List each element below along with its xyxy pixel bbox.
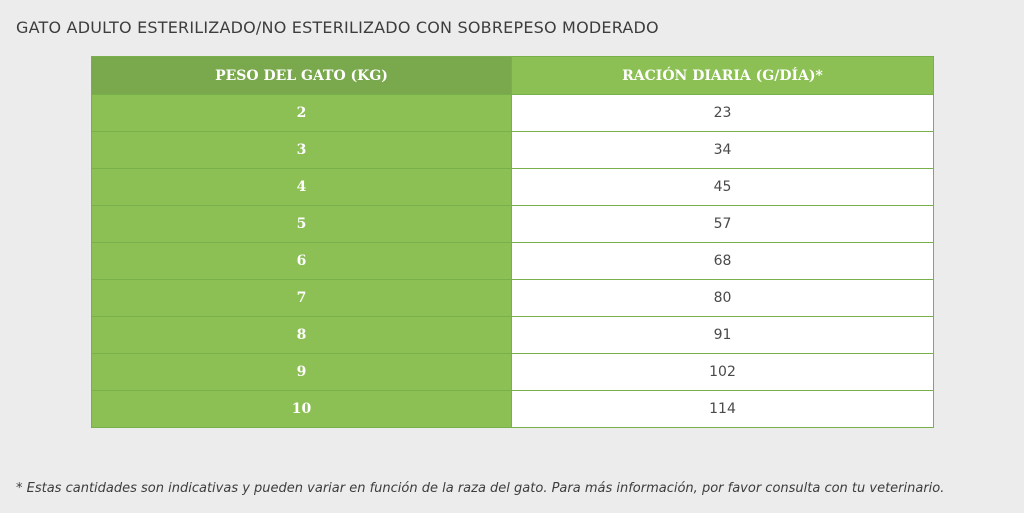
weight-cell: 4 bbox=[91, 168, 512, 206]
table-row: 6 68 bbox=[91, 242, 934, 280]
table-header-row: PESO DEL GATO (KG) RACIÓN DIARIA (G/DÍA)… bbox=[91, 56, 934, 95]
ration-cell: 91 bbox=[511, 316, 934, 354]
ration-cell: 68 bbox=[511, 242, 934, 280]
ration-cell: 34 bbox=[511, 131, 934, 169]
table-row: 3 34 bbox=[91, 131, 934, 169]
table-row: 9 102 bbox=[91, 353, 934, 391]
weight-cell: 5 bbox=[91, 205, 512, 243]
weight-cell: 8 bbox=[91, 316, 512, 354]
ration-cell: 102 bbox=[511, 353, 934, 391]
weight-cell: 3 bbox=[91, 131, 512, 169]
weight-cell: 7 bbox=[91, 279, 512, 317]
weight-cell: 6 bbox=[91, 242, 512, 280]
table-row: 4 45 bbox=[91, 168, 934, 206]
table-row: 10 114 bbox=[91, 390, 934, 428]
ration-cell: 57 bbox=[511, 205, 934, 243]
table-row: 5 57 bbox=[91, 205, 934, 243]
table-row: 2 23 bbox=[91, 94, 934, 132]
weight-cell: 2 bbox=[91, 94, 512, 132]
column-header-weight: PESO DEL GATO (KG) bbox=[91, 56, 512, 95]
page-title: GATO ADULTO ESTERILIZADO/NO ESTERILIZADO… bbox=[16, 18, 659, 37]
ration-cell: 80 bbox=[511, 279, 934, 317]
ration-cell: 45 bbox=[511, 168, 934, 206]
table-row: 7 80 bbox=[91, 279, 934, 317]
weight-cell: 10 bbox=[91, 390, 512, 428]
footnote: * Estas cantidades son indicativas y pue… bbox=[16, 481, 945, 496]
column-header-ration: RACIÓN DIARIA (G/DÍA)* bbox=[511, 56, 934, 95]
table-row: 8 91 bbox=[91, 316, 934, 354]
ration-table: PESO DEL GATO (KG) RACIÓN DIARIA (G/DÍA)… bbox=[91, 56, 934, 428]
ration-cell: 23 bbox=[511, 94, 934, 132]
weight-cell: 9 bbox=[91, 353, 512, 391]
ration-cell: 114 bbox=[511, 390, 934, 428]
